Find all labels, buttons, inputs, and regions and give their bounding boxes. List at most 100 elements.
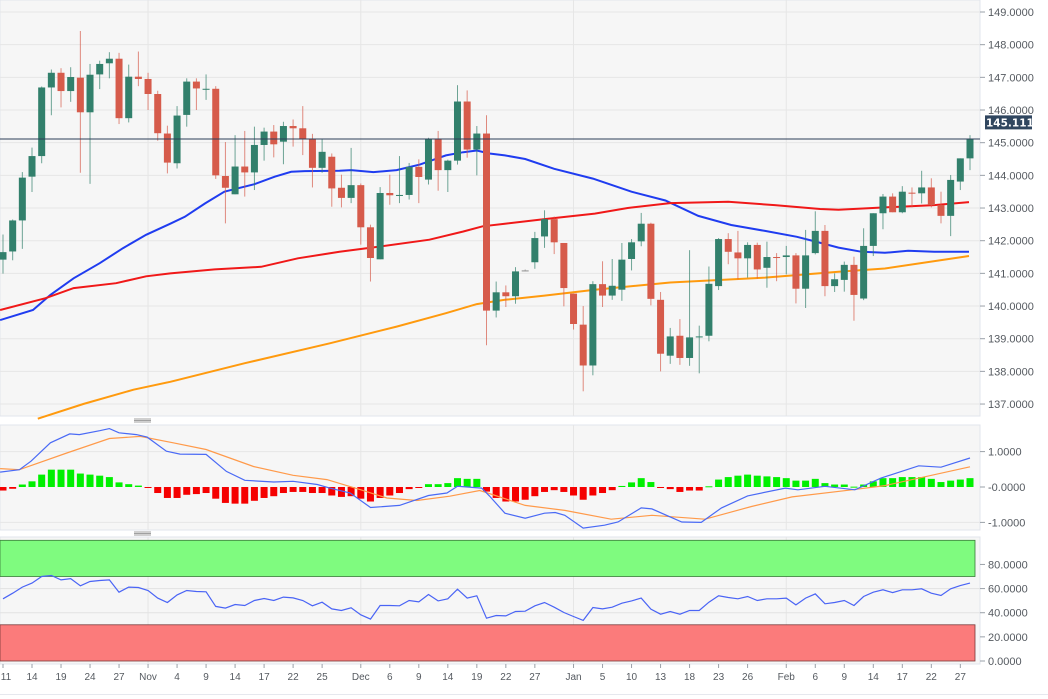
candle-body[interactable] — [270, 131, 278, 145]
candle[interactable] — [483, 115, 490, 346]
candle[interactable] — [366, 224, 374, 282]
candle[interactable] — [395, 156, 403, 204]
candle[interactable] — [28, 147, 36, 193]
candle-body[interactable] — [76, 77, 84, 113]
candle-body[interactable] — [947, 179, 955, 216]
candle[interactable] — [328, 153, 336, 207]
candle[interactable] — [337, 174, 345, 208]
candle[interactable] — [241, 130, 249, 197]
candle-body[interactable] — [840, 264, 848, 280]
candle[interactable] — [18, 172, 26, 249]
candle-body[interactable] — [898, 191, 906, 213]
candle-body[interactable] — [705, 283, 713, 336]
candle-body[interactable] — [879, 196, 887, 214]
candle-body[interactable] — [347, 185, 355, 198]
candle[interactable] — [937, 191, 945, 224]
candle[interactable] — [492, 281, 500, 318]
candle[interactable] — [154, 90, 162, 141]
candle-body[interactable] — [115, 58, 123, 119]
candle-body[interactable] — [918, 187, 926, 194]
candle[interactable] — [231, 135, 239, 195]
candle[interactable] — [686, 250, 694, 366]
candle[interactable] — [918, 170, 926, 204]
candle-body[interactable] — [666, 336, 674, 356]
candle[interactable] — [753, 242, 761, 279]
candle[interactable] — [840, 261, 848, 292]
candle-body[interactable] — [782, 255, 790, 258]
candle[interactable] — [560, 242, 568, 307]
candle[interactable] — [38, 86, 46, 164]
candle[interactable] — [105, 52, 113, 79]
candle[interactable] — [676, 319, 684, 365]
candle-body[interactable] — [811, 230, 819, 254]
candle-body[interactable] — [473, 133, 481, 150]
candle-body[interactable] — [241, 166, 249, 173]
candle-body[interactable] — [86, 74, 94, 113]
candle-body[interactable] — [550, 219, 558, 243]
candle-body[interactable] — [695, 336, 703, 338]
candle-body[interactable] — [889, 196, 897, 213]
candle-body[interactable] — [753, 244, 761, 270]
candle[interactable] — [125, 64, 133, 123]
candle[interactable] — [289, 119, 297, 147]
candle-body[interactable] — [38, 87, 46, 157]
candle[interactable] — [260, 127, 268, 161]
candle-body[interactable] — [541, 219, 549, 237]
candle[interactable] — [308, 133, 316, 188]
candle-body[interactable] — [250, 144, 258, 173]
candle-body[interactable] — [405, 166, 413, 195]
candle[interactable] — [318, 139, 326, 173]
candle-body[interactable] — [299, 128, 307, 140]
candle-body[interactable] — [724, 239, 732, 252]
candle-body[interactable] — [831, 279, 839, 287]
candle[interactable] — [221, 142, 229, 224]
candle[interactable] — [734, 230, 742, 280]
candle[interactable] — [618, 242, 626, 301]
candle[interactable] — [424, 137, 432, 185]
candle[interactable] — [792, 253, 800, 304]
candle-body[interactable] — [937, 205, 945, 216]
candle[interactable] — [502, 285, 510, 308]
candle-body[interactable] — [96, 63, 104, 75]
candle-body[interactable] — [618, 259, 626, 290]
candle[interactable] — [57, 68, 65, 108]
candle-body[interactable] — [183, 81, 191, 115]
candle-body[interactable] — [589, 284, 597, 366]
candle[interactable] — [956, 158, 964, 191]
candle[interactable] — [144, 72, 152, 111]
candle-body[interactable] — [744, 244, 752, 259]
candle-body[interactable] — [260, 131, 268, 145]
candle-body[interactable] — [202, 88, 210, 90]
candle[interactable] — [802, 229, 810, 308]
candle[interactable] — [183, 78, 191, 127]
candle[interactable] — [715, 238, 723, 291]
candle[interactable] — [299, 106, 307, 156]
candle[interactable] — [763, 241, 771, 288]
candle-body[interactable] — [869, 213, 877, 246]
candle-body[interactable] — [125, 76, 133, 119]
candle[interactable] — [579, 306, 587, 392]
candle-body[interactable] — [676, 335, 684, 358]
candle[interactable] — [966, 135, 974, 171]
candle[interactable] — [889, 193, 897, 213]
candle[interactable] — [550, 216, 558, 255]
candle[interactable] — [67, 67, 75, 102]
candle-body[interactable] — [337, 187, 345, 198]
panel-resize-handle[interactable] — [134, 531, 151, 536]
candle-body[interactable] — [376, 192, 384, 260]
candle-body[interactable] — [531, 238, 539, 263]
candle-body[interactable] — [763, 257, 771, 268]
candle[interactable] — [434, 130, 442, 191]
candle[interactable] — [541, 210, 549, 248]
candle-body[interactable] — [434, 139, 442, 171]
candle-body[interactable] — [0, 252, 7, 260]
candle[interactable] — [521, 269, 529, 272]
candle[interactable] — [628, 239, 636, 271]
candle[interactable] — [947, 175, 955, 237]
candle[interactable] — [134, 51, 142, 87]
candle-body[interactable] — [163, 133, 171, 163]
candle[interactable] — [879, 193, 887, 230]
candle-body[interactable] — [483, 133, 490, 311]
candle[interactable] — [163, 125, 171, 174]
candle-body[interactable] — [512, 271, 520, 297]
